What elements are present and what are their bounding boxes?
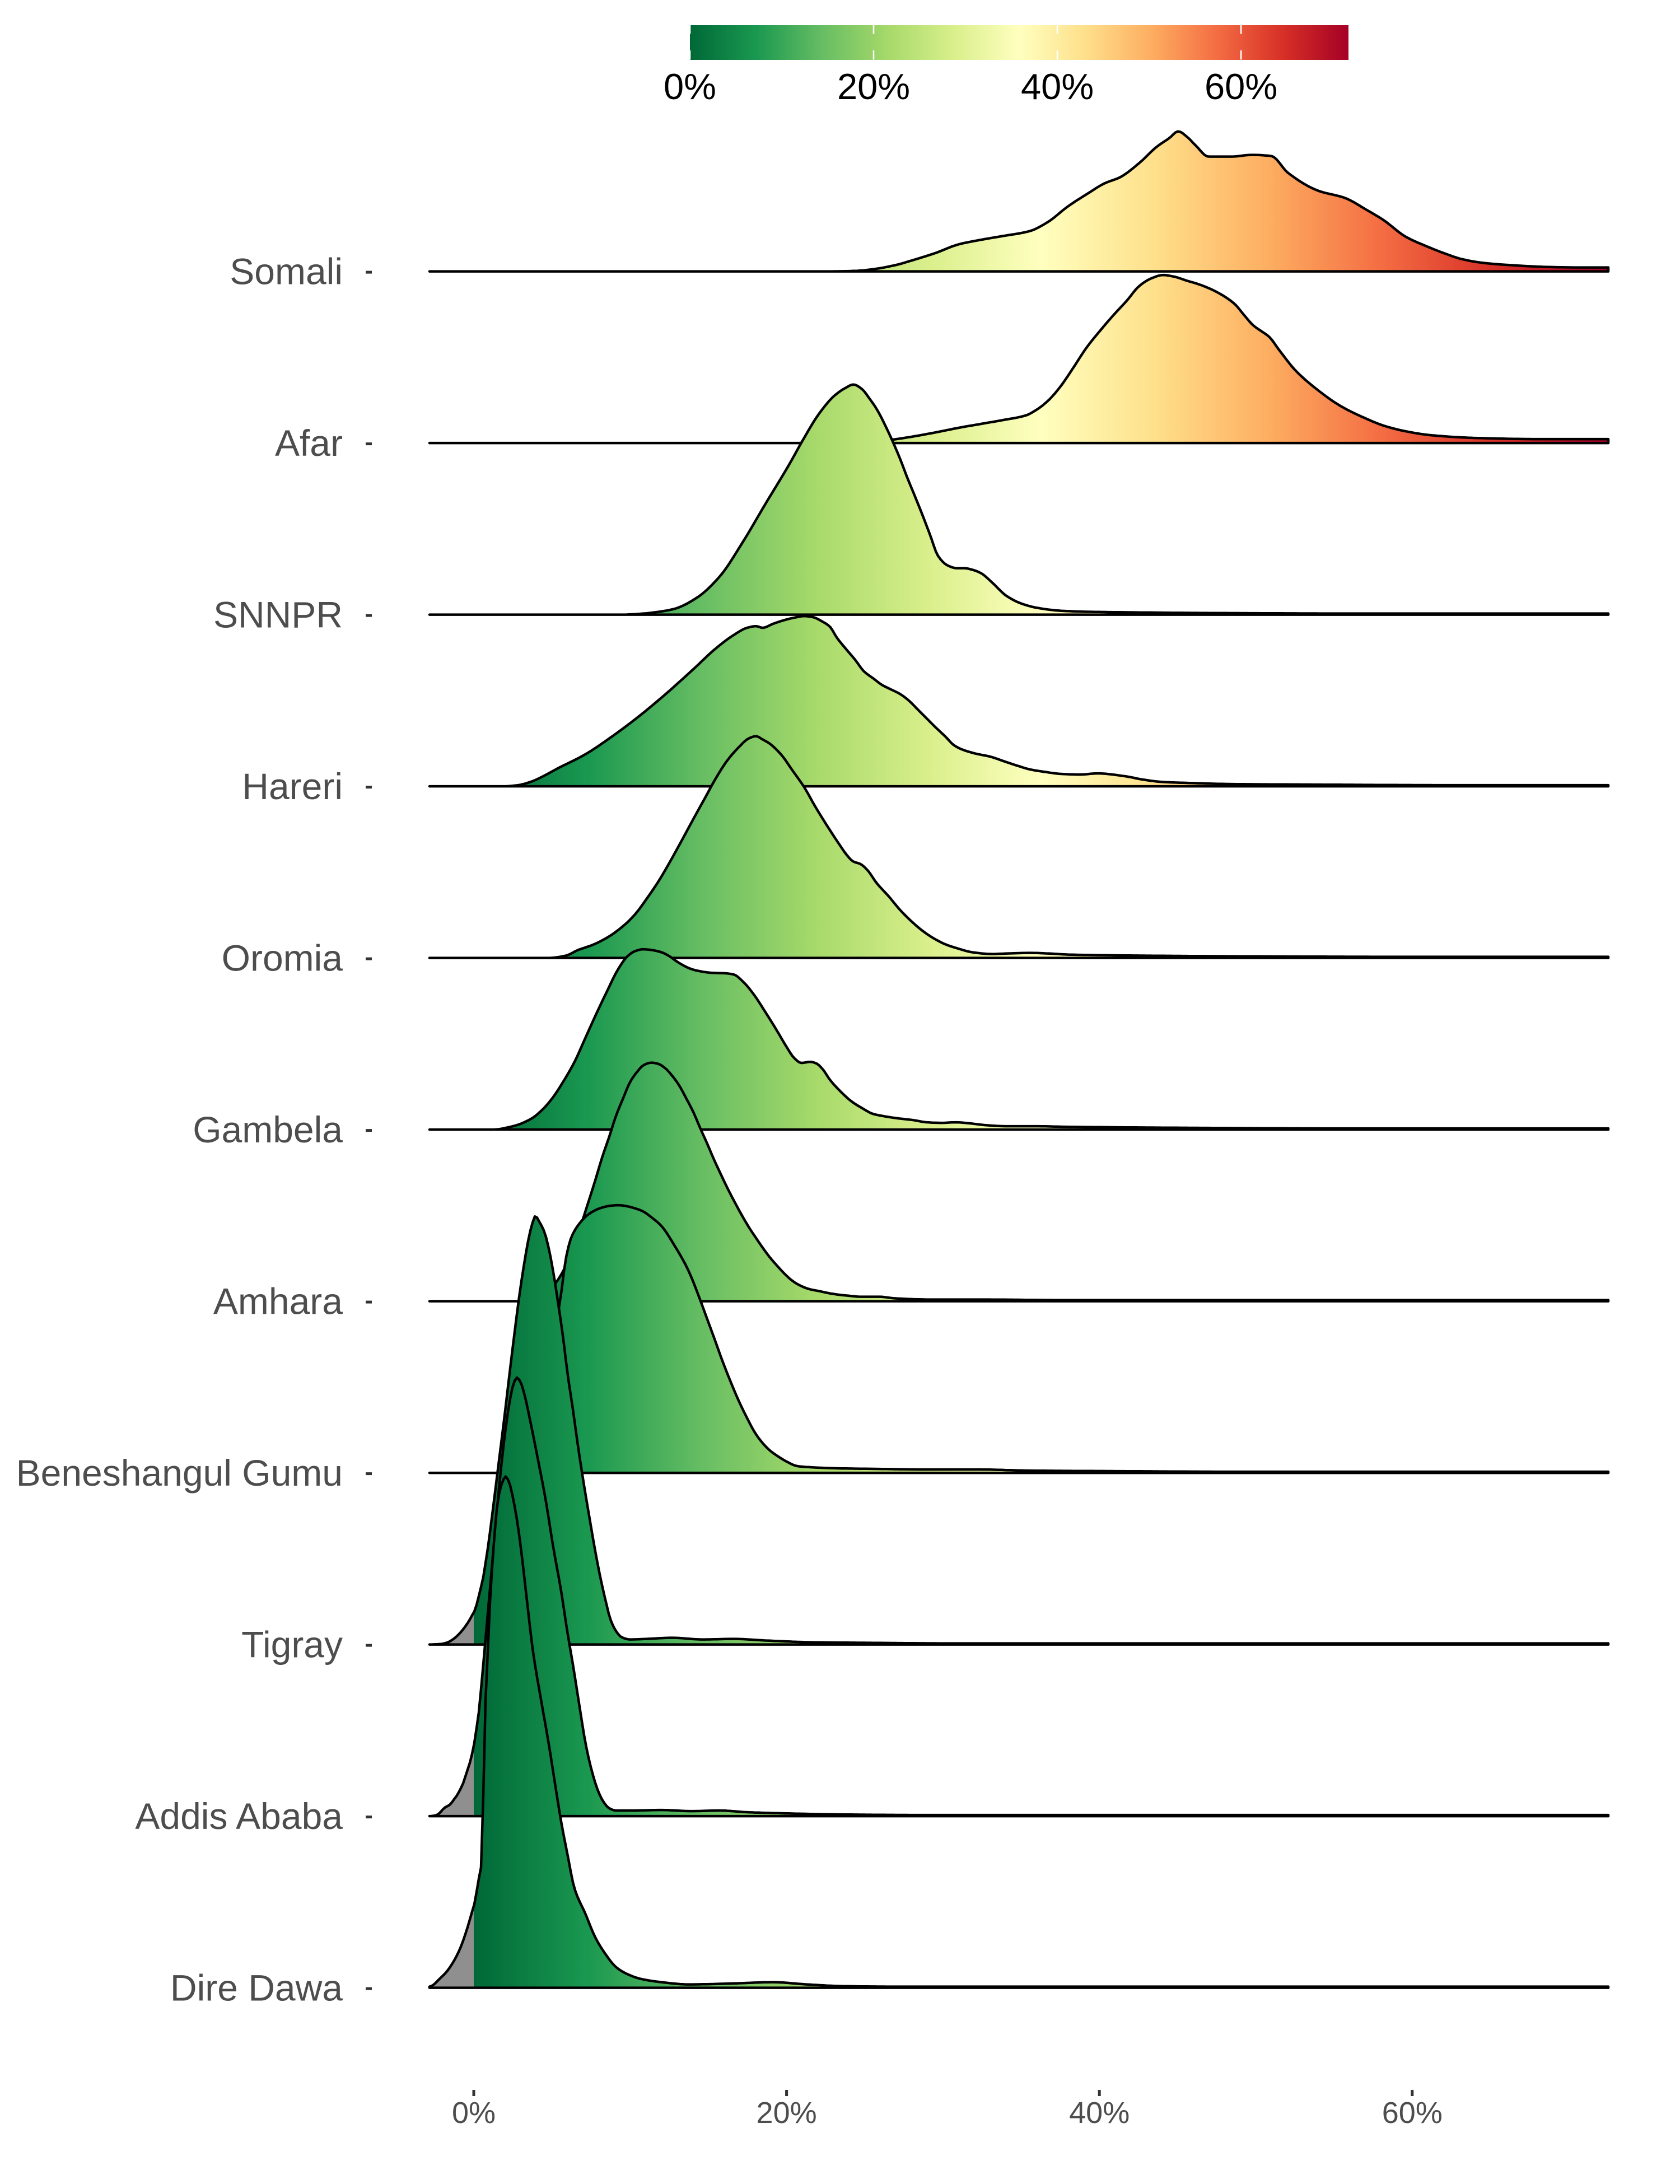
svg-text:Beneshangul Gumu: Beneshangul Gumu <box>16 1452 343 1494</box>
svg-text:20%: 20% <box>757 2096 817 2130</box>
svg-text:40%: 40% <box>1069 2096 1130 2130</box>
svg-text:Gambela: Gambela <box>193 1109 343 1150</box>
svg-text:0%: 0% <box>664 66 716 107</box>
svg-text:40%: 40% <box>1021 66 1094 107</box>
svg-text:60%: 60% <box>1382 2096 1443 2130</box>
svg-text:Hareri: Hareri <box>242 766 343 807</box>
svg-text:Somali: Somali <box>230 251 343 292</box>
svg-text:Amhara: Amhara <box>213 1281 343 1322</box>
svg-text:20%: 20% <box>837 66 910 107</box>
svg-text:Tigray: Tigray <box>241 1624 343 1665</box>
svg-text:0%: 0% <box>452 2096 496 2130</box>
svg-text:60%: 60% <box>1205 66 1277 107</box>
svg-text:Addis Ababa: Addis Ababa <box>135 1795 343 1837</box>
svg-text:Oromia: Oromia <box>222 937 343 979</box>
svg-text:Afar: Afar <box>275 422 343 464</box>
svg-text:SNNPR: SNNPR <box>213 594 343 636</box>
svg-text:Dire Dawa: Dire Dawa <box>170 1967 343 2009</box>
